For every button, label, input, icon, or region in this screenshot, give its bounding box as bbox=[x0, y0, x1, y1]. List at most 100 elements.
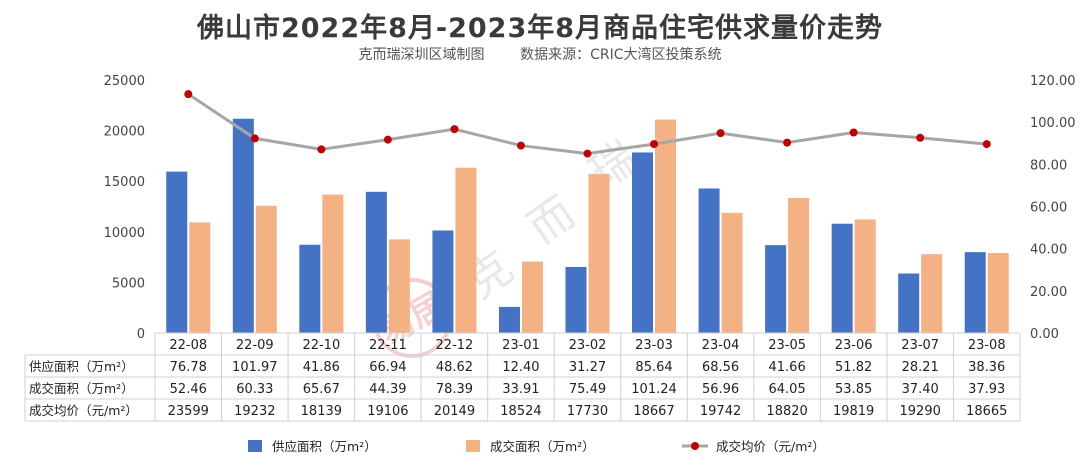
table-row-label: 成交均价（元/m²） bbox=[29, 403, 138, 418]
price-line-layer bbox=[184, 90, 991, 158]
y-left-tick-label: 15000 bbox=[104, 175, 145, 190]
price-point bbox=[250, 134, 259, 143]
bar-transaction bbox=[322, 194, 344, 333]
data-label: 48.62 bbox=[436, 360, 473, 375]
x-tick-label: 22-11 bbox=[369, 338, 407, 353]
subtitle-source: 数据来源：CRIC大湾区投策系统 bbox=[520, 47, 722, 63]
data-label: 18667 bbox=[633, 404, 674, 419]
data-label: 18820 bbox=[766, 404, 807, 419]
bar-supply bbox=[632, 152, 654, 333]
bar-supply bbox=[299, 244, 321, 333]
bar-transaction bbox=[255, 205, 277, 333]
subtitle-credit: 克而瑞深圳区域制图 bbox=[358, 47, 485, 63]
price-point bbox=[317, 145, 326, 154]
y-right-tick-label: 20.00 bbox=[1030, 285, 1067, 300]
data-label: 60.33 bbox=[236, 382, 273, 397]
data-label: 18665 bbox=[966, 404, 1007, 419]
bar-transaction bbox=[189, 222, 211, 333]
y-right-tick-label: 100.00 bbox=[1030, 116, 1076, 131]
data-label: 19232 bbox=[234, 404, 275, 419]
y-right-tick-label: 40.00 bbox=[1030, 243, 1067, 258]
bar-transaction bbox=[987, 253, 1009, 333]
y-left-tick-label: 20000 bbox=[104, 125, 145, 140]
x-tick-label: 22-12 bbox=[436, 338, 474, 353]
data-label: 65.67 bbox=[303, 382, 340, 397]
x-tick-label: 22-10 bbox=[302, 338, 340, 353]
y-right-tick-label: 120.00 bbox=[1030, 74, 1076, 89]
data-label: 23599 bbox=[168, 404, 209, 419]
data-label: 31.27 bbox=[569, 360, 606, 375]
data-label: 53.85 bbox=[835, 382, 872, 397]
legend-swatch bbox=[466, 440, 480, 452]
price-point bbox=[916, 133, 925, 142]
y-right-tick-label: 0.00 bbox=[1030, 327, 1059, 342]
data-label: 28.21 bbox=[902, 360, 939, 375]
data-label: 33.91 bbox=[502, 382, 539, 397]
bar-transaction bbox=[655, 119, 677, 333]
bar-supply bbox=[232, 118, 254, 333]
x-tick-label: 22-09 bbox=[236, 338, 274, 353]
data-label: 37.93 bbox=[968, 382, 1005, 397]
legend-label: 供应面积（万m²） bbox=[272, 439, 377, 454]
bar-supply bbox=[831, 223, 853, 333]
bar-transaction bbox=[455, 167, 477, 333]
data-label: 101.97 bbox=[232, 360, 278, 375]
data-label: 20149 bbox=[434, 404, 475, 419]
y-left-tick-label: 5000 bbox=[112, 276, 145, 291]
x-tick-label: 23-06 bbox=[835, 338, 873, 353]
data-label: 38.36 bbox=[968, 360, 1005, 375]
data-label: 68.56 bbox=[702, 360, 739, 375]
y-left-tick-label: 10000 bbox=[104, 226, 145, 241]
y-left-tick-label: 25000 bbox=[104, 74, 145, 89]
bar-transaction bbox=[854, 219, 876, 333]
data-label: 44.39 bbox=[369, 382, 406, 397]
bar-supply bbox=[166, 171, 188, 333]
watermark-char: 而 bbox=[519, 187, 584, 254]
bar-transaction bbox=[521, 261, 543, 333]
bar-supply bbox=[432, 230, 454, 333]
data-label: 18139 bbox=[301, 404, 342, 419]
data-label: 66.94 bbox=[369, 360, 406, 375]
data-label: 78.39 bbox=[436, 382, 473, 397]
bar-supply bbox=[365, 191, 387, 333]
price-point bbox=[184, 90, 193, 99]
bar-supply bbox=[964, 252, 986, 333]
chart-subtitle: 克而瑞深圳区域制图 数据来源：CRIC大湾区投策系统 bbox=[0, 44, 1080, 64]
price-line bbox=[187, 92, 987, 156]
legend-marker bbox=[691, 442, 699, 450]
data-label: 56.96 bbox=[702, 382, 739, 397]
bar-transaction bbox=[388, 239, 410, 333]
bar-supply bbox=[898, 273, 920, 333]
data-label: 101.24 bbox=[631, 382, 677, 397]
price-point bbox=[450, 125, 459, 134]
data-label: 18524 bbox=[500, 404, 541, 419]
price-point bbox=[383, 135, 392, 144]
data-label: 12.40 bbox=[502, 360, 539, 375]
data-label: 51.82 bbox=[835, 360, 872, 375]
legend-label: 成交面积（万m²） bbox=[490, 439, 595, 454]
data-label: 75.49 bbox=[569, 382, 606, 397]
legend-label: 成交均价（元/m²） bbox=[716, 439, 825, 454]
price-point bbox=[716, 129, 725, 138]
data-label: 19819 bbox=[833, 404, 874, 419]
data-label: 19742 bbox=[700, 404, 741, 419]
bar-transaction bbox=[721, 212, 743, 333]
bars-layer bbox=[166, 118, 1009, 333]
data-label: 19290 bbox=[900, 404, 941, 419]
x-tick-label: 23-01 bbox=[502, 338, 540, 353]
bar-supply bbox=[565, 267, 587, 333]
x-tick-label: 23-03 bbox=[635, 338, 673, 353]
data-label: 37.40 bbox=[902, 382, 939, 397]
price-point bbox=[583, 149, 592, 158]
x-tick-label: 23-07 bbox=[901, 338, 939, 353]
bar-transaction bbox=[921, 254, 943, 333]
y-left-tick-label: 0 bbox=[137, 327, 145, 342]
data-label: 19106 bbox=[367, 404, 408, 419]
x-tick-label: 23-02 bbox=[569, 338, 607, 353]
data-label: 17730 bbox=[567, 404, 608, 419]
x-tick-label: 23-05 bbox=[768, 338, 806, 353]
price-point bbox=[516, 141, 525, 150]
bar-supply bbox=[698, 188, 720, 333]
y-right-tick-label: 80.00 bbox=[1030, 158, 1067, 173]
